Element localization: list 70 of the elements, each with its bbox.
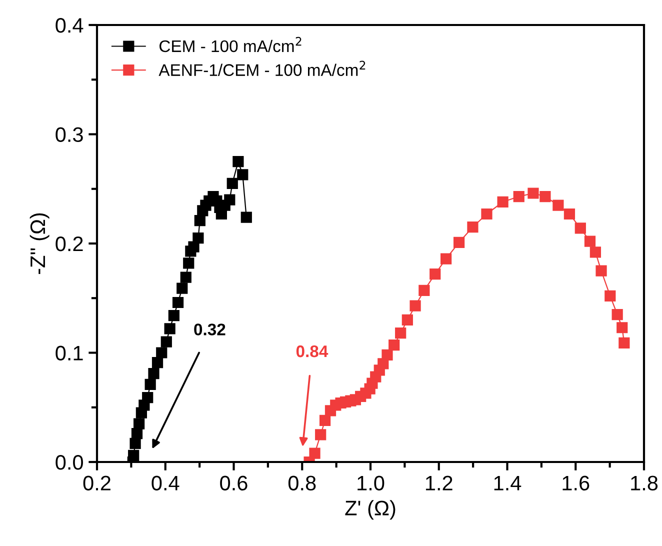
- point: [528, 188, 539, 199]
- x-tick-label: 1.0: [358, 476, 384, 490]
- point: [513, 190, 524, 202]
- point: [188, 241, 200, 252]
- point: [319, 414, 331, 426]
- point: [172, 296, 184, 308]
- x-tick-label: 1.4: [494, 476, 522, 490]
- point: [128, 450, 140, 461]
- y-tick-label: 0.1: [56, 346, 83, 361]
- x-tick-label: 0.6: [220, 476, 248, 490]
- annotation: 0.84: [296, 345, 328, 358]
- point: [552, 200, 564, 211]
- point: [315, 429, 326, 440]
- point: [148, 368, 160, 380]
- point: [168, 310, 180, 322]
- point: [395, 328, 406, 339]
- annotation: 0.32: [194, 324, 226, 336]
- point: [453, 236, 465, 248]
- y-tick-label: 0.0: [56, 455, 83, 470]
- point: [564, 208, 576, 220]
- point: [497, 196, 508, 208]
- point: [590, 246, 602, 258]
- x-tick-label: 1.8: [631, 476, 658, 490]
- point: [164, 323, 176, 334]
- point: [224, 194, 236, 206]
- point: [152, 357, 164, 368]
- point: [430, 268, 441, 280]
- legend-label: AENF-1/CEM - 100 mA/cm$^{2}$: [158, 60, 366, 76]
- point: [156, 347, 168, 358]
- point: [467, 222, 478, 233]
- point: [176, 282, 188, 294]
- point: [183, 258, 194, 269]
- x-tick-label: 0.8: [288, 476, 316, 490]
- point: [440, 253, 452, 264]
- point: [142, 392, 154, 404]
- point: [584, 236, 596, 247]
- point: [232, 156, 244, 168]
- x-tick-label: 1.6: [562, 476, 590, 490]
- point: [226, 178, 238, 189]
- point: [481, 208, 492, 220]
- point: [133, 418, 145, 430]
- y-tick-label: 0.4: [56, 18, 84, 33]
- x-tick-label: 1.2: [426, 476, 452, 490]
- x-tick-label: 0.2: [83, 476, 110, 490]
- point: [618, 337, 630, 348]
- x-tick-label: 0.4: [152, 476, 180, 490]
- point: [604, 290, 616, 302]
- point: [616, 322, 628, 334]
- point: [382, 349, 393, 360]
- y-tick-label: 0.2: [56, 236, 83, 252]
- point: [574, 222, 586, 234]
- point: [130, 438, 141, 449]
- y-tick-label: 0.3: [56, 127, 83, 142]
- point: [596, 265, 607, 276]
- point: [309, 448, 320, 459]
- point: [180, 272, 192, 283]
- point: [540, 190, 551, 202]
- point: [192, 232, 204, 244]
- point: [237, 169, 248, 180]
- y-axis-title: -Z'' (Ω): [30, 213, 50, 274]
- point: [144, 378, 156, 390]
- point: [388, 340, 400, 351]
- point: [402, 314, 413, 326]
- point: [160, 336, 172, 348]
- point: [240, 212, 252, 223]
- point: [410, 300, 421, 312]
- point: [418, 284, 430, 296]
- x-axis-title: Z' (Ω): [345, 500, 396, 520]
- legend-label: CEM - 100 mA/cm$^{2}$: [160, 36, 302, 52]
- point: [612, 308, 623, 320]
